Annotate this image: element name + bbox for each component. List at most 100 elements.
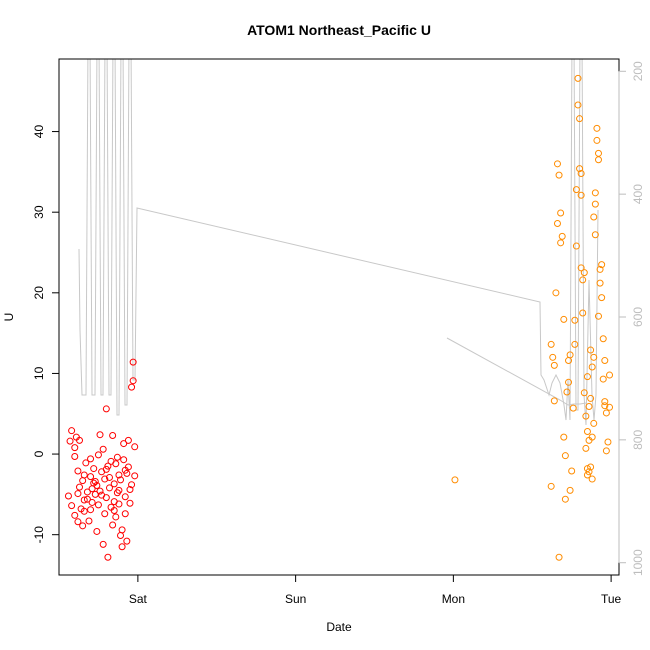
data-point	[587, 346, 595, 354]
data-point	[121, 510, 129, 518]
data-point	[588, 363, 596, 371]
secondary-y-tick-label: 1000	[631, 549, 645, 576]
data-point	[599, 375, 607, 383]
data-point	[582, 412, 590, 420]
data-point	[547, 340, 555, 348]
data-point	[85, 517, 93, 525]
data-point	[123, 469, 131, 477]
data-point	[588, 475, 596, 483]
data-point	[582, 444, 590, 452]
data-point	[590, 353, 598, 361]
data-point	[110, 507, 118, 514]
y-tick-label: 10	[32, 366, 46, 380]
x-tick-label: Tue	[601, 592, 622, 606]
data-point	[102, 405, 110, 413]
data-point	[571, 340, 579, 348]
data-point	[96, 487, 104, 495]
data-point	[104, 553, 112, 561]
data-point	[93, 482, 101, 490]
data-point	[577, 264, 585, 272]
data-point	[549, 353, 557, 361]
data-point	[601, 398, 609, 406]
pressure-trace-layer	[78, 59, 599, 426]
data-point	[596, 279, 604, 287]
data-point	[560, 433, 568, 441]
data-point	[566, 486, 574, 494]
data-point	[583, 427, 591, 435]
data-point	[590, 419, 598, 427]
data-point	[451, 476, 459, 484]
data-point	[550, 361, 558, 369]
y-tick-label: 30	[32, 205, 46, 219]
data-point	[117, 476, 125, 484]
data-point	[64, 492, 72, 500]
data-point	[577, 191, 585, 199]
data-point	[80, 507, 88, 515]
data-point	[87, 506, 95, 514]
data-point	[561, 495, 569, 503]
trace-line	[78, 59, 599, 426]
data-point	[120, 456, 128, 464]
data-point	[572, 186, 580, 194]
data-points-layer	[64, 74, 614, 561]
data-point	[602, 447, 610, 455]
data-point	[558, 232, 566, 240]
data-point	[121, 493, 129, 501]
data-point	[565, 378, 573, 386]
data-point	[598, 261, 606, 269]
data-point	[569, 404, 577, 412]
y-axis-label: U	[2, 313, 16, 322]
data-point	[88, 498, 96, 506]
data-point	[593, 136, 601, 144]
data-point	[129, 358, 137, 366]
data-point	[591, 200, 599, 208]
data-point	[590, 213, 598, 221]
data-point	[115, 500, 123, 508]
data-point	[87, 473, 95, 481]
data-point	[588, 433, 596, 441]
data-point	[104, 462, 112, 470]
chart-title: ATOM1 Northeast_Pacific U	[247, 22, 431, 38]
data-point	[79, 522, 87, 530]
data-point	[579, 276, 587, 284]
y-tick-label: 0	[32, 450, 46, 457]
data-point	[123, 537, 131, 545]
data-point	[572, 242, 580, 250]
data-point	[101, 475, 109, 483]
data-point	[553, 219, 561, 227]
data-point	[604, 438, 612, 446]
data-point	[91, 477, 99, 485]
x-tick-label: Sat	[129, 592, 148, 606]
data-point	[68, 427, 76, 435]
data-point	[109, 521, 117, 529]
data-point	[118, 543, 126, 551]
data-point	[594, 312, 602, 320]
data-point	[66, 437, 74, 445]
data-point	[99, 445, 107, 453]
data-point	[120, 440, 128, 448]
data-point	[560, 315, 568, 323]
data-point	[105, 473, 113, 481]
data-point	[76, 483, 84, 491]
data-point	[585, 402, 593, 410]
data-point	[94, 451, 102, 459]
data-point	[593, 124, 601, 132]
data-point	[74, 490, 82, 498]
secondary-y-tick-label: 800	[631, 430, 645, 450]
data-point	[74, 518, 82, 526]
data-point	[585, 468, 593, 476]
trace-line-secondary	[446, 337, 587, 406]
data-point	[99, 540, 107, 548]
data-point	[599, 335, 607, 343]
data-point	[594, 156, 602, 164]
data-point	[557, 209, 565, 217]
data-point	[83, 495, 91, 503]
data-point	[555, 171, 563, 179]
secondary-y-axis: 200 400 600 800 1000	[618, 61, 645, 576]
data-point	[552, 289, 560, 297]
data-point	[576, 115, 584, 123]
data-point	[82, 459, 90, 467]
data-point	[579, 309, 587, 317]
